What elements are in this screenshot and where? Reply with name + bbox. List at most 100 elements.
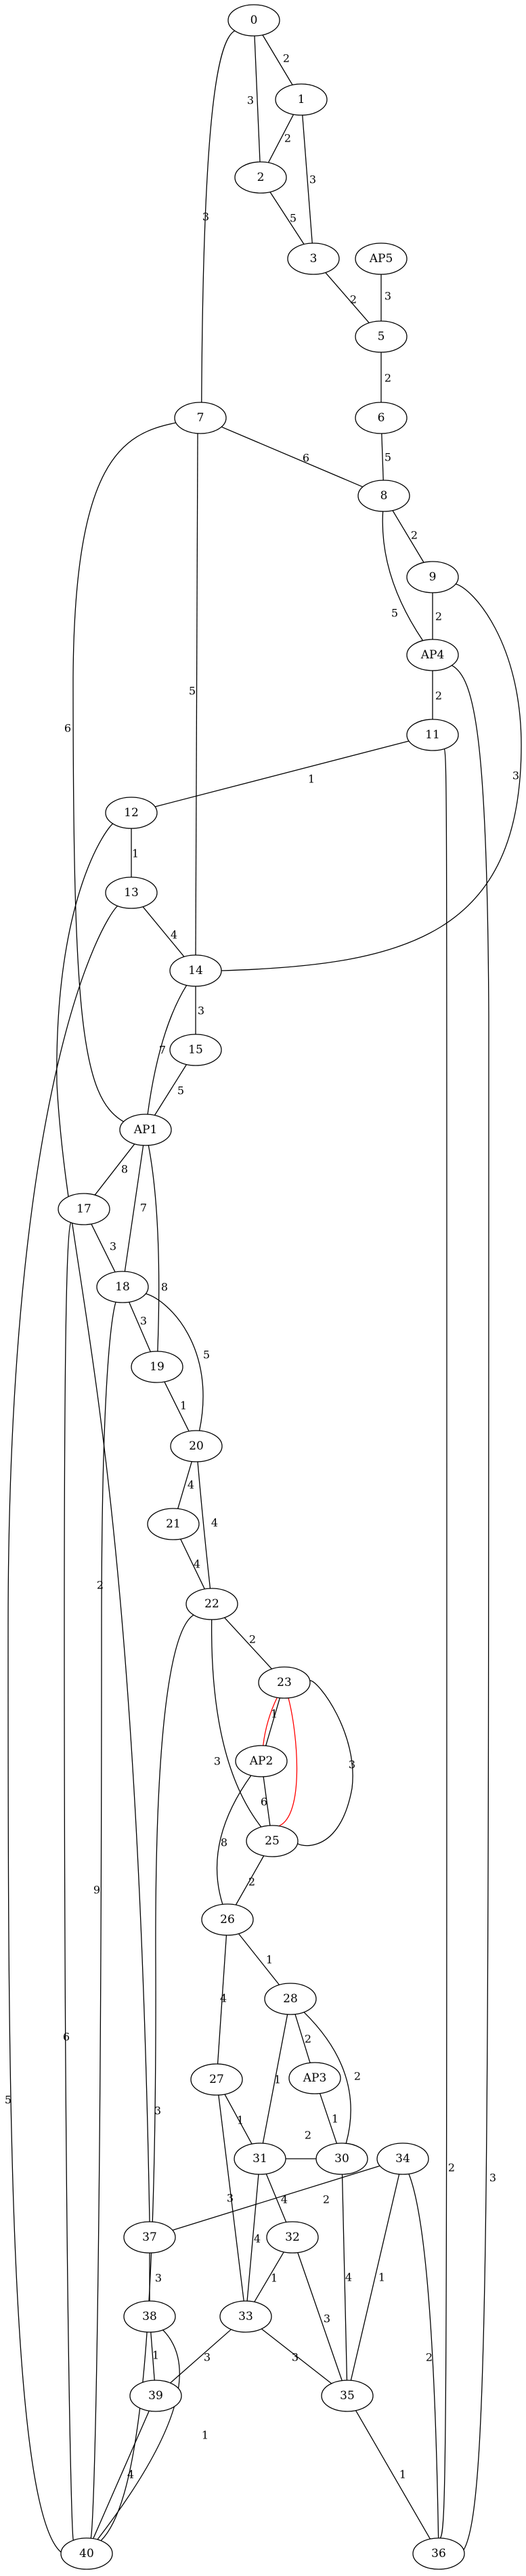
edge-weight-34-35: 1	[378, 2271, 385, 2284]
edge-13-40	[7, 905, 118, 2553]
edge-38-40	[97, 2329, 180, 2540]
edge-33-35	[261, 2328, 332, 2384]
edge-weight-AP4-36: 3	[489, 2172, 496, 2184]
node-12: 12	[105, 797, 158, 829]
edge-7-14	[195, 433, 198, 956]
node-label-35: 35	[340, 2389, 355, 2403]
node-shape-12	[105, 797, 158, 829]
node-34: 34	[376, 2142, 429, 2175]
node-31: 31	[234, 2142, 286, 2175]
edge-weight-18-19: 3	[140, 1315, 147, 1328]
node-label-22: 22	[204, 1597, 219, 1611]
edge-7-AP1	[72, 422, 177, 1122]
node-15: 15	[169, 1034, 222, 1066]
edge-weight-25-26: 2	[248, 1876, 255, 1888]
node-label-AP3: AP3	[303, 2071, 327, 2085]
node-label-31: 31	[253, 2152, 267, 2166]
edge-weight-11-12: 1	[308, 773, 315, 786]
edge-0-7	[201, 30, 236, 403]
node-label-7: 7	[197, 411, 204, 425]
node-shape-35	[321, 2380, 374, 2412]
node-shape-30	[315, 2142, 368, 2175]
node-shape-36	[412, 2537, 465, 2570]
node-shape-38	[123, 2300, 176, 2333]
edge-weight-AP3-30: 1	[332, 2113, 338, 2126]
edge-27-33	[218, 2094, 244, 2302]
edge-25-26	[235, 1855, 265, 1905]
node-shape-18	[96, 1271, 149, 1303]
node-17: 17	[58, 1193, 110, 1225]
edge-weight-28-30: 2	[354, 2070, 361, 2083]
edge-weight-30-35: 4	[345, 2271, 352, 2284]
node-shape-39	[129, 2380, 182, 2412]
node-shape-13	[105, 877, 158, 909]
node-shape-14	[169, 954, 222, 987]
edge-weight-2-3: 5	[290, 212, 297, 225]
node-label-15: 15	[188, 1043, 203, 1057]
edge-23-25-highlight	[278, 1697, 298, 1827]
node-label-39: 39	[148, 2389, 163, 2403]
edge-AP1-18	[124, 1145, 144, 1272]
node-25: 25	[246, 1825, 299, 1857]
edge-weight-33-35: 3	[292, 2351, 299, 2364]
node-shape-7	[174, 402, 227, 434]
edge-38-39	[150, 2331, 155, 2381]
node-label-26: 26	[220, 1913, 235, 1926]
edge-31-33	[246, 2174, 259, 2302]
node-shape-6	[355, 402, 408, 434]
edge-39-40	[93, 2410, 150, 2539]
edge-19-20	[164, 1381, 190, 1432]
edge-weight-17-18: 3	[110, 1240, 116, 1253]
node-5: 5	[355, 320, 408, 353]
node-label-12: 12	[124, 806, 139, 820]
edge-28-AP3	[294, 2014, 311, 2063]
node-shape-31	[234, 2142, 286, 2175]
node-32: 32	[266, 2221, 319, 2254]
edge-weight-6-8: 5	[385, 451, 391, 464]
node-shape-AP1	[119, 1114, 172, 1146]
node-label-37: 37	[142, 2231, 157, 2244]
edge-13-14	[142, 906, 185, 957]
edge-26-27	[217, 1935, 227, 2065]
edge-AP1-19	[148, 1145, 160, 1352]
node-18: 18	[96, 1271, 149, 1303]
node-shape-2	[234, 161, 287, 194]
node-7: 7	[174, 402, 227, 434]
node-shape-33	[219, 2300, 272, 2333]
edge-28-31	[262, 2014, 288, 2144]
node-23: 23	[258, 1666, 311, 1699]
edge-weight-AP5-5: 3	[385, 290, 391, 303]
edge-weight-13-40: 5	[5, 2094, 12, 2107]
node-21: 21	[147, 1508, 200, 1540]
edge-20-21	[177, 1461, 192, 1509]
node-label-21: 21	[166, 1517, 181, 1531]
edge-weight-26-28: 1	[266, 1954, 273, 1966]
edge-weight-18-40: 9	[93, 1884, 100, 1897]
node-label-3: 3	[310, 252, 317, 266]
edge-weight-27-33: 3	[227, 2192, 234, 2205]
edge-weight-32-33: 1	[271, 2272, 278, 2285]
edge-weight-39-40: 4	[127, 2468, 134, 2481]
node-2: 2	[234, 161, 287, 194]
edge-AP2-25	[263, 1776, 271, 1826]
edge-weight-7-AP1: 6	[64, 722, 71, 735]
node-3: 3	[287, 242, 340, 275]
edge-weight-AP2-25: 6	[261, 1796, 267, 1809]
edge-weight-0-1: 2	[283, 52, 290, 65]
edge-weight-7-14: 5	[189, 685, 196, 698]
node-26: 26	[201, 1903, 254, 1936]
edge-2-3	[269, 192, 305, 245]
node-19: 19	[131, 1351, 183, 1383]
edge-AP4-36	[452, 664, 489, 2550]
node-39: 39	[129, 2380, 182, 2412]
edge-AP3-30	[319, 2093, 338, 2144]
node-shape-23	[258, 1666, 311, 1699]
edge-weight-26-27: 4	[220, 1992, 227, 2005]
node-AP2: AP2	[235, 1745, 288, 1777]
node-label-23: 23	[277, 1676, 292, 1689]
edge-35-36	[355, 2410, 431, 2539]
node-37: 37	[123, 2221, 176, 2254]
edges-layer	[7, 30, 522, 2553]
node-label-13: 13	[124, 886, 139, 900]
